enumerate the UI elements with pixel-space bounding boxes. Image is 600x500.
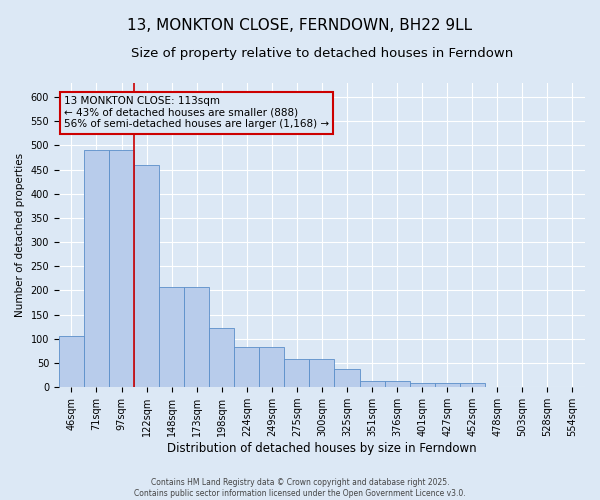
Bar xyxy=(134,164,159,387)
Bar xyxy=(209,328,234,387)
Bar xyxy=(434,383,460,387)
Bar xyxy=(109,150,134,387)
Text: 13 MONKTON CLOSE: 113sqm
← 43% of detached houses are smaller (888)
56% of semi-: 13 MONKTON CLOSE: 113sqm ← 43% of detach… xyxy=(64,96,329,130)
Bar xyxy=(184,287,209,387)
Text: 13, MONKTON CLOSE, FERNDOWN, BH22 9LL: 13, MONKTON CLOSE, FERNDOWN, BH22 9LL xyxy=(127,18,473,32)
Bar xyxy=(410,383,434,387)
Bar xyxy=(159,287,184,387)
Title: Size of property relative to detached houses in Ferndown: Size of property relative to detached ho… xyxy=(131,48,513,60)
Bar xyxy=(59,336,84,387)
Bar xyxy=(385,381,410,387)
Bar xyxy=(359,381,385,387)
Bar xyxy=(234,347,259,387)
Bar xyxy=(460,383,485,387)
Bar xyxy=(84,150,109,387)
Bar xyxy=(310,359,334,387)
Y-axis label: Number of detached properties: Number of detached properties xyxy=(15,153,25,317)
X-axis label: Distribution of detached houses by size in Ferndown: Distribution of detached houses by size … xyxy=(167,442,477,455)
Bar xyxy=(284,359,310,387)
Bar xyxy=(334,369,359,387)
Text: Contains HM Land Registry data © Crown copyright and database right 2025.
Contai: Contains HM Land Registry data © Crown c… xyxy=(134,478,466,498)
Bar xyxy=(259,347,284,387)
